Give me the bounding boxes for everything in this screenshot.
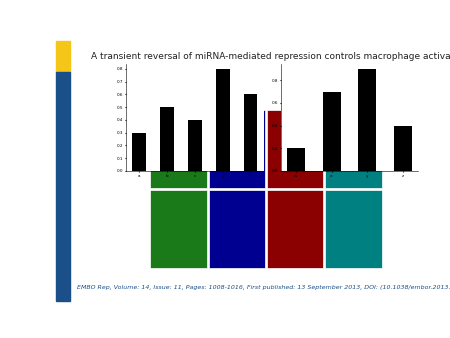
Bar xyxy=(188,120,202,171)
Bar xyxy=(150,110,207,188)
Bar xyxy=(56,72,69,301)
Bar xyxy=(267,190,323,268)
Bar xyxy=(323,92,341,171)
Bar xyxy=(358,69,376,171)
Bar xyxy=(394,126,412,171)
Bar xyxy=(160,107,174,171)
Bar xyxy=(325,110,382,188)
Bar xyxy=(150,190,207,268)
Bar xyxy=(287,148,305,171)
Bar xyxy=(267,110,323,188)
Bar xyxy=(150,82,387,270)
Bar xyxy=(209,190,265,268)
Bar xyxy=(209,110,265,188)
Text: A transient reversal of miRNA-mediated repression controls macrophage activation: A transient reversal of miRNA-mediated r… xyxy=(91,52,450,61)
Text: B: B xyxy=(281,88,286,94)
Bar xyxy=(56,41,69,72)
Text: EMBO Rep, Volume: 14, Issue: 11, Pages: 1008-1016, First published: 13 September: EMBO Rep, Volume: 14, Issue: 11, Pages: … xyxy=(77,285,450,290)
Text: A: A xyxy=(186,88,191,94)
Bar xyxy=(216,69,230,171)
Bar xyxy=(325,190,382,268)
Bar xyxy=(132,132,146,171)
Bar xyxy=(243,94,257,171)
